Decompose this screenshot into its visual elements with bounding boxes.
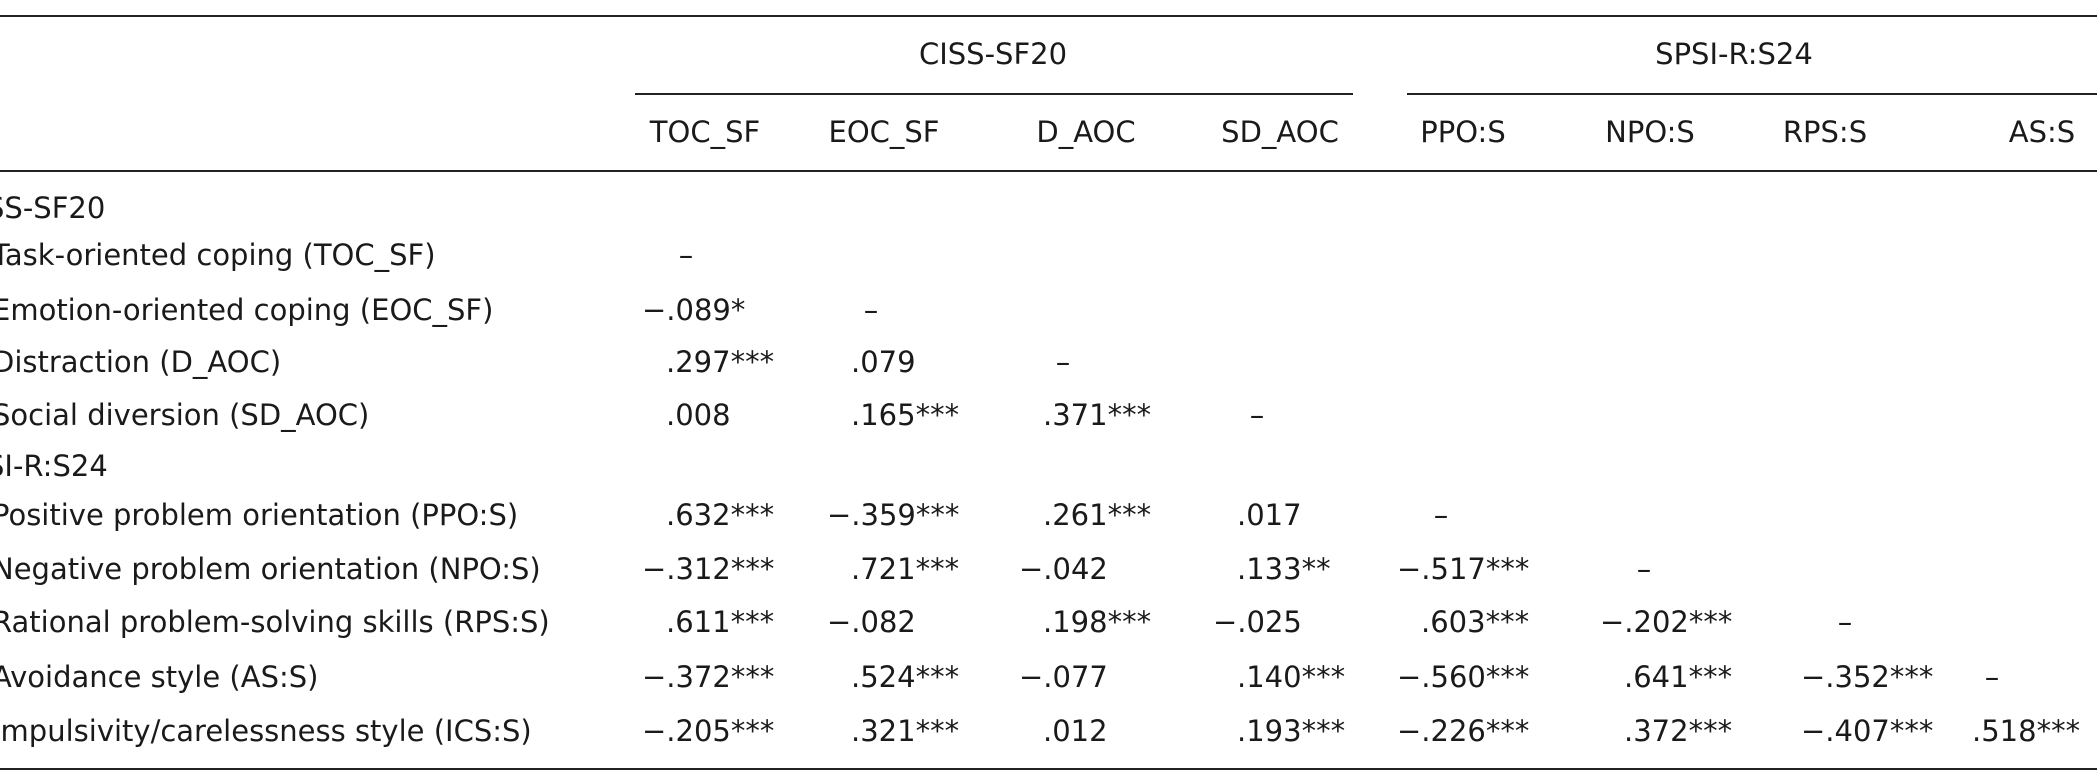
cell: .017 xyxy=(1237,498,1302,532)
cell: −.042 xyxy=(1019,552,1108,586)
row-label: Social diversion (SD_AOC) xyxy=(0,398,369,432)
cell: – xyxy=(1637,552,1652,586)
cell: −.082 xyxy=(827,605,916,639)
cell: .611*** xyxy=(666,605,774,639)
cell: .261*** xyxy=(1043,498,1151,532)
row-label: Emotion-oriented coping (EOC_SF) xyxy=(0,293,493,327)
cell: −.359*** xyxy=(827,498,959,532)
group-header: SPSI-R:S24 xyxy=(1655,37,1813,71)
cell: .165*** xyxy=(851,398,959,432)
cell: .524*** xyxy=(851,660,959,694)
cell: .641*** xyxy=(1624,660,1732,694)
cell: .140*** xyxy=(1237,660,1345,694)
column-header: AS:S xyxy=(2009,115,2075,149)
cell: – xyxy=(864,293,879,327)
cell: −.560*** xyxy=(1397,660,1529,694)
cell: .372*** xyxy=(1624,714,1732,748)
cell: .603*** xyxy=(1421,605,1529,639)
row-label: Avoidance style (AS:S) xyxy=(0,660,318,694)
column-header: NPO:S xyxy=(1605,115,1695,149)
cell: .721*** xyxy=(851,552,959,586)
column-header: SD_AOC xyxy=(1221,115,1339,149)
row-label: Impulsivity/carelessness style (ICS:S) xyxy=(0,714,532,748)
cell: −.407*** xyxy=(1801,714,1933,748)
cell: .518*** xyxy=(1972,714,2080,748)
cell: – xyxy=(1250,398,1265,432)
group-header: CISS-SF20 xyxy=(919,37,1067,71)
row-label: Task-oriented coping (TOC_SF) xyxy=(0,238,436,272)
cell: −.226*** xyxy=(1397,714,1529,748)
cell: .198*** xyxy=(1043,605,1151,639)
cell: −.352*** xyxy=(1801,660,1933,694)
cell: – xyxy=(1985,660,2000,694)
cell: −.517*** xyxy=(1397,552,1529,586)
cell: −.202*** xyxy=(1600,605,1732,639)
cell: .632*** xyxy=(666,498,774,532)
cell: .193*** xyxy=(1237,714,1345,748)
row-label: Negative problem orientation (NPO:S) xyxy=(0,552,541,586)
cell: – xyxy=(679,238,694,272)
cell: .079 xyxy=(851,345,916,379)
cell: – xyxy=(1838,605,1853,639)
cell: – xyxy=(1056,345,1071,379)
cell: – xyxy=(1434,498,1449,532)
row-label: Positive problem orientation (PPO:S) xyxy=(0,498,518,532)
cell: .133** xyxy=(1237,552,1331,586)
cell: −.205*** xyxy=(642,714,774,748)
cell: −.312*** xyxy=(642,552,774,586)
column-header: RPS:S xyxy=(1783,115,1867,149)
cell: .321*** xyxy=(851,714,959,748)
cell: .012 xyxy=(1043,714,1108,748)
cell: .008 xyxy=(666,398,731,432)
row-label: Distraction (D_AOC) xyxy=(0,345,281,379)
column-header: EOC_SF xyxy=(829,115,940,149)
column-header: D_AOC xyxy=(1036,115,1135,149)
cell: −.372*** xyxy=(642,660,774,694)
row-label: Rational problem-solving skills (RPS:S) xyxy=(0,605,550,639)
cell: −.025 xyxy=(1213,605,1302,639)
cell: .371*** xyxy=(1043,398,1151,432)
section-label: SS-SF20 xyxy=(0,191,105,225)
cell: −.077 xyxy=(1019,660,1108,694)
cell: −.089* xyxy=(642,293,745,327)
column-header: TOC_SF xyxy=(649,115,760,149)
cell: .297*** xyxy=(666,345,774,379)
column-header: PPO:S xyxy=(1420,115,1505,149)
section-label: SI-R:S24 xyxy=(0,449,108,483)
